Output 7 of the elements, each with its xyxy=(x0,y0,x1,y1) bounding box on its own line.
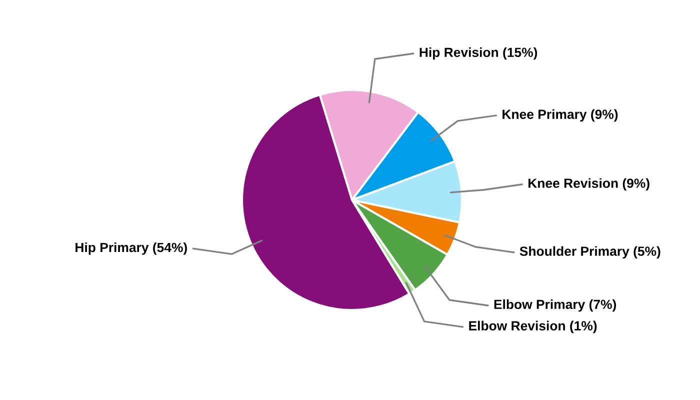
slice-label: Hip Primary (54%) xyxy=(76,242,187,255)
slice-label: Hip Revision (15%) xyxy=(420,47,538,60)
slice-label: Elbow Revision (1%) xyxy=(469,320,597,334)
slice-label: Knee Primary (9%) xyxy=(502,109,618,122)
slice-label: Knee Revision (9%) xyxy=(528,178,650,191)
slice-label: Elbow Primary (7%) xyxy=(494,299,616,312)
slice-label: Shoulder Primary (5%) xyxy=(520,246,660,259)
